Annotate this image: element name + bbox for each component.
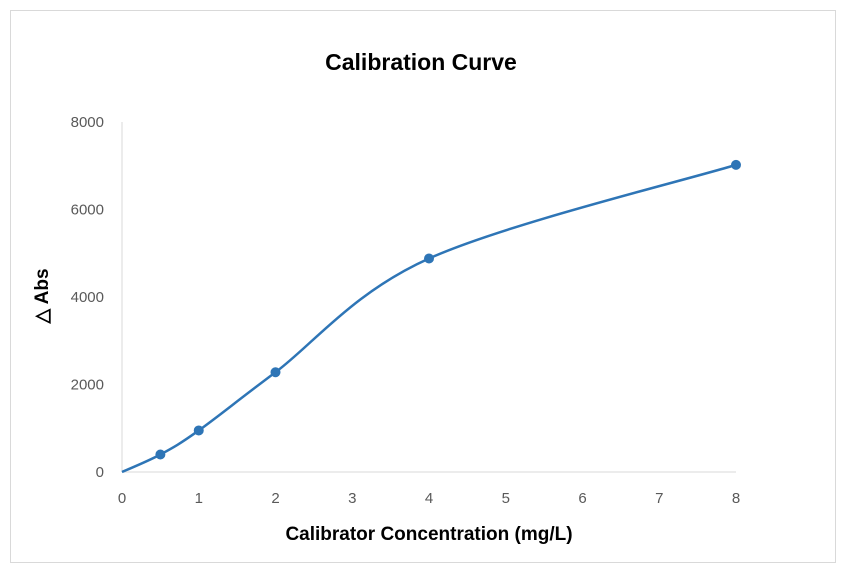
data-points [155, 159, 741, 460]
y-axis-ticks: 0 2000 4000 6000 8000 [71, 114, 104, 481]
x-axis-ticks: 0 1 2 3 4 5 6 7 8 [118, 490, 740, 507]
x-tick-label: 4 [425, 490, 433, 507]
data-point [155, 449, 166, 460]
data-point [270, 367, 281, 378]
x-tick-label: 2 [271, 490, 279, 507]
y-tick-label: 4000 [71, 289, 104, 306]
chart-frame [10, 10, 836, 563]
chart-title: Calibration Curve [325, 49, 517, 75]
data-point [731, 159, 741, 170]
x-tick-label: 1 [195, 490, 203, 507]
data-point [193, 425, 204, 436]
series-line [121, 163, 737, 474]
x-tick-label: 6 [578, 490, 586, 507]
x-tick-label: 8 [732, 490, 740, 507]
x-tick-label: 3 [348, 490, 356, 507]
y-tick-label: 0 [96, 464, 104, 481]
data-point [424, 253, 434, 264]
x-tick-label: 0 [118, 490, 126, 507]
y-tick-label: 2000 [71, 377, 104, 394]
y-axis-title: △ Abs [32, 268, 53, 324]
x-tick-label: 5 [502, 490, 510, 507]
x-axis-title: Calibrator Concentration (mg/L) [285, 524, 572, 545]
y-tick-label: 8000 [71, 114, 104, 131]
x-tick-label: 7 [655, 490, 663, 507]
y-tick-label: 6000 [71, 202, 104, 219]
